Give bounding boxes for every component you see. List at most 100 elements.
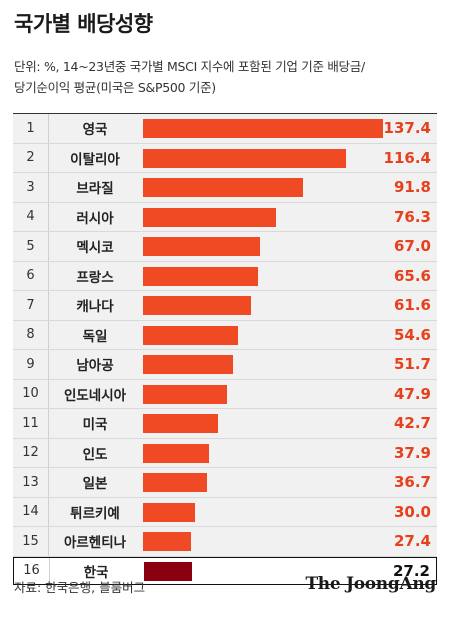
country-label: 튀르키예 xyxy=(70,505,120,522)
rank-label: 12 xyxy=(22,445,39,461)
column-divider xyxy=(48,438,49,467)
value-label: 67.0 xyxy=(393,237,431,256)
rank-label: 15 xyxy=(22,533,39,549)
value-label: 37.9 xyxy=(393,443,431,462)
column-divider xyxy=(48,291,49,320)
value-label: 116.4 xyxy=(383,148,431,167)
column-divider xyxy=(48,173,49,202)
bar xyxy=(143,325,239,345)
chart-title: 국가별 배당성향 xyxy=(14,12,153,36)
column-divider xyxy=(48,320,49,349)
table-row: 12 인도 37.9 xyxy=(13,438,437,468)
table-row: 15 아르헨티나 27.4 xyxy=(13,527,437,557)
rank-label: 7 xyxy=(26,297,35,313)
table-row: 2 이탈리아 116.4 xyxy=(13,143,437,173)
value-label: 27.4 xyxy=(393,532,431,551)
country-label: 아르헨티나 xyxy=(63,535,127,552)
bar xyxy=(143,178,304,197)
country-label: 캐나다 xyxy=(76,299,114,316)
country-label: 영국 xyxy=(82,122,108,139)
table-row: 11 미국 42.7 xyxy=(13,409,437,439)
country-label: 브라질 xyxy=(76,181,114,198)
column-divider xyxy=(48,497,49,526)
country-label: 미국 xyxy=(82,417,108,434)
country-label: 러시아 xyxy=(76,210,114,227)
value-label: 61.6 xyxy=(393,296,431,315)
table-row: 10 인도네시아 47.9 xyxy=(13,379,437,409)
publisher-logo: The JoongAng xyxy=(305,574,436,594)
country-label: 한국 xyxy=(83,564,109,581)
source-note: 자료: 한국은행, 블룸버그 xyxy=(14,580,146,595)
table-row: 9 남아공 51.7 xyxy=(13,350,437,380)
table-row: 1 영국 137.4 xyxy=(13,113,437,144)
rank-label: 4 xyxy=(26,209,35,225)
value-label: 51.7 xyxy=(393,355,431,374)
rank-label: 11 xyxy=(22,415,39,431)
column-divider xyxy=(48,114,49,143)
value-label: 47.9 xyxy=(393,384,431,403)
country-label: 남아공 xyxy=(76,358,114,375)
bar xyxy=(143,414,218,433)
bar xyxy=(143,355,234,374)
bar xyxy=(143,473,208,492)
country-label: 인도 xyxy=(82,446,108,463)
column-divider xyxy=(48,143,49,172)
value-label: 36.7 xyxy=(393,473,431,492)
value-label: 42.7 xyxy=(393,414,431,433)
bar xyxy=(143,237,261,256)
table-row: 5 멕시코 67.0 xyxy=(13,232,437,262)
value-label: 91.8 xyxy=(393,178,431,197)
table-row: 13 일본 36.7 xyxy=(13,468,437,498)
subtitle-line-2: 당기순이익 평균(미국은 S&P500 기준) xyxy=(14,80,216,95)
column-divider xyxy=(48,350,49,379)
country-label: 이탈리아 xyxy=(70,151,120,168)
bar xyxy=(143,502,196,522)
value-label: 65.6 xyxy=(393,266,431,285)
rank-label: 10 xyxy=(22,386,39,402)
country-label: 인도네시아 xyxy=(63,387,127,404)
table-row: 16 한국 27.2 xyxy=(13,556,437,585)
table-row: 3 브라질 91.8 xyxy=(13,173,437,203)
value-label: 30.0 xyxy=(393,502,431,521)
table-row: 6 프랑스 65.6 xyxy=(13,261,437,291)
column-divider xyxy=(48,468,49,497)
value-label: 54.6 xyxy=(393,325,431,344)
column-divider xyxy=(48,527,49,556)
value-label: 76.3 xyxy=(393,207,431,226)
bar xyxy=(144,561,192,581)
rank-label: 2 xyxy=(26,150,35,166)
bar xyxy=(143,266,258,286)
rank-label: 8 xyxy=(26,327,35,343)
column-divider xyxy=(49,557,50,584)
column-divider xyxy=(48,379,49,408)
table-row: 14 튀르키예 30.0 xyxy=(13,497,437,527)
country-label: 독일 xyxy=(82,328,108,345)
rank-label: 6 xyxy=(26,268,35,284)
rank-label: 9 xyxy=(26,356,35,372)
country-label: 프랑스 xyxy=(76,269,114,286)
bar xyxy=(143,119,383,138)
rank-label: 13 xyxy=(22,474,39,490)
rank-label: 3 xyxy=(26,179,35,195)
bar xyxy=(143,296,251,315)
table-row: 4 러시아 76.3 xyxy=(13,202,437,232)
country-label: 일본 xyxy=(82,476,108,493)
column-divider xyxy=(48,409,49,438)
value-label: 137.4 xyxy=(383,119,431,138)
bar xyxy=(143,148,347,168)
subtitle-line-1: 단위: %, 14~23년중 국가별 MSCI 지수에 포함된 기업 기준 배당… xyxy=(14,59,365,74)
column-divider xyxy=(48,261,49,290)
bar-chart-table: 1 영국 137.4 2 이탈리아 116.4 3 브라질 91.8 4 러시아 76.3 5 멕시코 67… xyxy=(13,113,437,585)
bar xyxy=(143,384,227,404)
bar xyxy=(143,443,210,463)
bar xyxy=(143,532,191,551)
table-row: 7 캐나다 61.6 xyxy=(13,291,437,321)
rank-label: 1 xyxy=(26,120,35,136)
value-label: 27.2 xyxy=(392,561,430,580)
rank-label: 14 xyxy=(22,504,39,520)
table-row: 8 독일 54.6 xyxy=(13,320,437,350)
rank-label: 16 xyxy=(23,563,40,579)
chart-subtitle: 단위: %, 14~23년중 국가별 MSCI 지수에 포함된 기업 기준 배당… xyxy=(14,56,434,98)
column-divider xyxy=(48,202,49,231)
bar xyxy=(143,207,277,227)
